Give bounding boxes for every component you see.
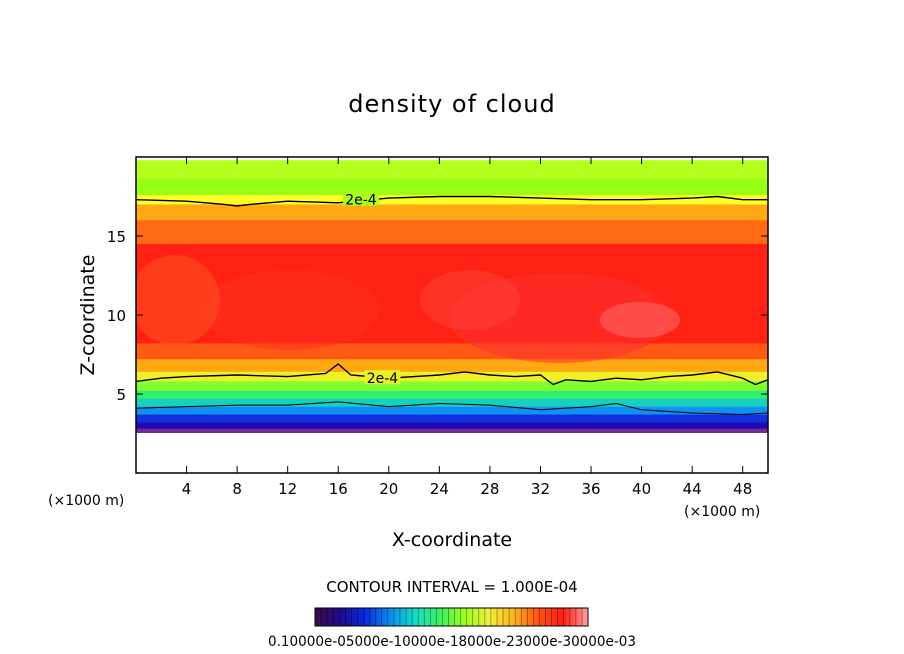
x-tick-label: 40 — [632, 480, 651, 498]
red-core-highlights — [136, 255, 680, 363]
field-band — [136, 398, 768, 408]
y-axis-ticks: 5 10 15 — [107, 228, 768, 404]
x-axis-ticks: 4 8 12 16 20 24 28 32 36 40 44 48 — [182, 157, 752, 498]
x-axis-label: X-coordinate — [392, 529, 512, 551]
field-band — [136, 371, 768, 382]
contour-interval-label: CONTOUR INTERVAL = 1.000E-04 — [326, 578, 577, 596]
x-tick-label: 32 — [531, 480, 550, 498]
contour-line-base_1e-4 — [136, 401, 768, 416]
x-tick-label: 12 — [278, 480, 297, 498]
contour-line-lower_2e-4 — [136, 363, 768, 386]
colorbar-frame — [314, 607, 589, 627]
x-unit-label-right: (×1000 m) — [684, 504, 760, 520]
x-tick-label: 48 — [733, 480, 752, 498]
x-tick-label: 8 — [232, 480, 242, 498]
contour-labels: 2e-4 2e-4 — [342, 191, 401, 387]
field-band — [136, 428, 768, 434]
contour-label: 2e-4 — [345, 193, 377, 209]
field-band — [136, 381, 768, 392]
x-unit-label-left: (×1000 m) — [48, 493, 124, 509]
core-highlight — [450, 273, 670, 363]
x-tick-label: 20 — [379, 480, 398, 498]
x-tick-label: 28 — [480, 480, 499, 498]
contour-label-bg — [342, 191, 379, 206]
colorbar-labels: 0.10000e-05000e-10000e-18000e-23000e-300… — [268, 634, 636, 650]
x-tick-label: 16 — [329, 480, 348, 498]
x-tick-label: 24 — [430, 480, 449, 498]
x-tick-label: 36 — [581, 480, 600, 498]
contour-line-upper_2e-4 — [136, 195, 768, 207]
x-tick-label: 4 — [182, 480, 192, 498]
contour-label-bg — [364, 370, 401, 385]
below-cloud-blank — [136, 433, 768, 473]
x-tick-label: 44 — [683, 480, 702, 498]
y-tick-label: 5 — [116, 386, 126, 404]
field-band — [136, 343, 768, 360]
plot-area — [136, 160, 768, 473]
chart-title: density of cloud — [348, 90, 555, 118]
core-highlight — [420, 270, 520, 330]
y-tick-label: 15 — [107, 228, 126, 246]
core-highlight — [136, 255, 220, 345]
field-band — [136, 406, 768, 416]
field-band — [136, 220, 768, 245]
field-band — [136, 422, 768, 430]
field-band — [136, 179, 768, 196]
colorbar-level-lines — [320, 608, 583, 626]
colorbar-fill — [315, 608, 588, 626]
colorbar — [314, 607, 589, 627]
y-tick-label: 10 — [107, 307, 126, 325]
field-band — [136, 390, 768, 400]
core-highlight — [600, 302, 680, 338]
field-band — [136, 204, 768, 221]
field-band — [136, 194, 768, 205]
field-band — [136, 414, 768, 423]
contour-lines — [136, 195, 768, 416]
y-axis-label: Z-coordinate — [77, 255, 99, 376]
contour-label: 2e-4 — [367, 371, 399, 387]
core-highlight — [200, 270, 380, 350]
field-band — [136, 160, 768, 180]
field-band — [136, 359, 768, 373]
